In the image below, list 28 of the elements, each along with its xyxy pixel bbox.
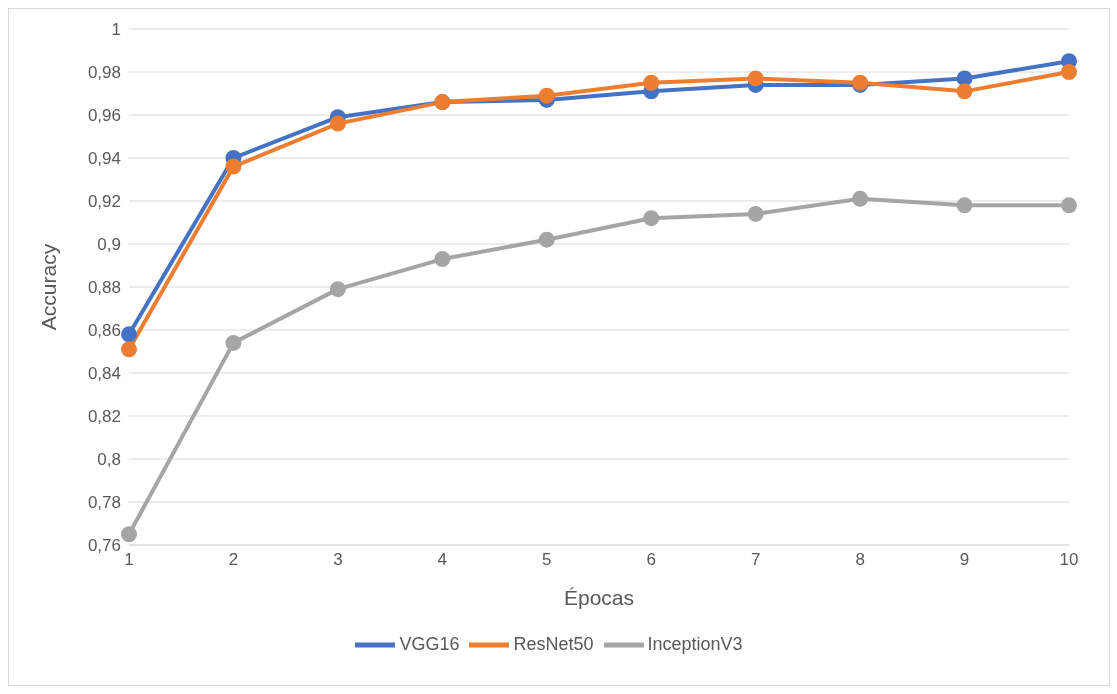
x-tick-label: 3 <box>333 550 343 570</box>
x-tick-label: 2 <box>228 550 239 570</box>
y-tick-label: 0,82 <box>87 407 121 427</box>
x-tick-label: 1 <box>124 550 134 570</box>
y-tick-label: 0,94 <box>87 149 121 169</box>
y-tick-label: 0,98 <box>87 63 121 83</box>
y-tick-label: 0,88 <box>87 278 121 298</box>
legend-label: InceptionV3 <box>647 633 743 654</box>
legend-label: VGG16 <box>399 633 460 654</box>
y-tick-label: 0,9 <box>97 235 121 255</box>
y-tick-label: 0,86 <box>87 321 121 341</box>
x-axis-title: Épocas <box>563 586 635 609</box>
x-tick-label: 6 <box>646 550 656 570</box>
x-tick-label: 9 <box>959 550 970 570</box>
y-tick-label: 0,8 <box>97 450 121 470</box>
y-tick-label: 0,76 <box>87 536 121 556</box>
y-tick-label: 0,78 <box>87 493 121 513</box>
x-tick-label: 7 <box>750 550 761 570</box>
x-tick-label: 10 <box>1059 550 1079 570</box>
y-axis-title: Accuracy <box>37 243 61 331</box>
y-tick-label: 0,96 <box>87 106 121 126</box>
y-tick-label: 0,84 <box>87 364 121 384</box>
x-tick-label: 5 <box>542 550 552 570</box>
y-tick-label: 1 <box>111 20 121 40</box>
x-tick-label: 4 <box>437 550 448 570</box>
legend-label: ResNet50 <box>513 633 594 654</box>
x-tick-label: 8 <box>855 550 865 570</box>
y-tick-label: 0,92 <box>87 192 121 212</box>
